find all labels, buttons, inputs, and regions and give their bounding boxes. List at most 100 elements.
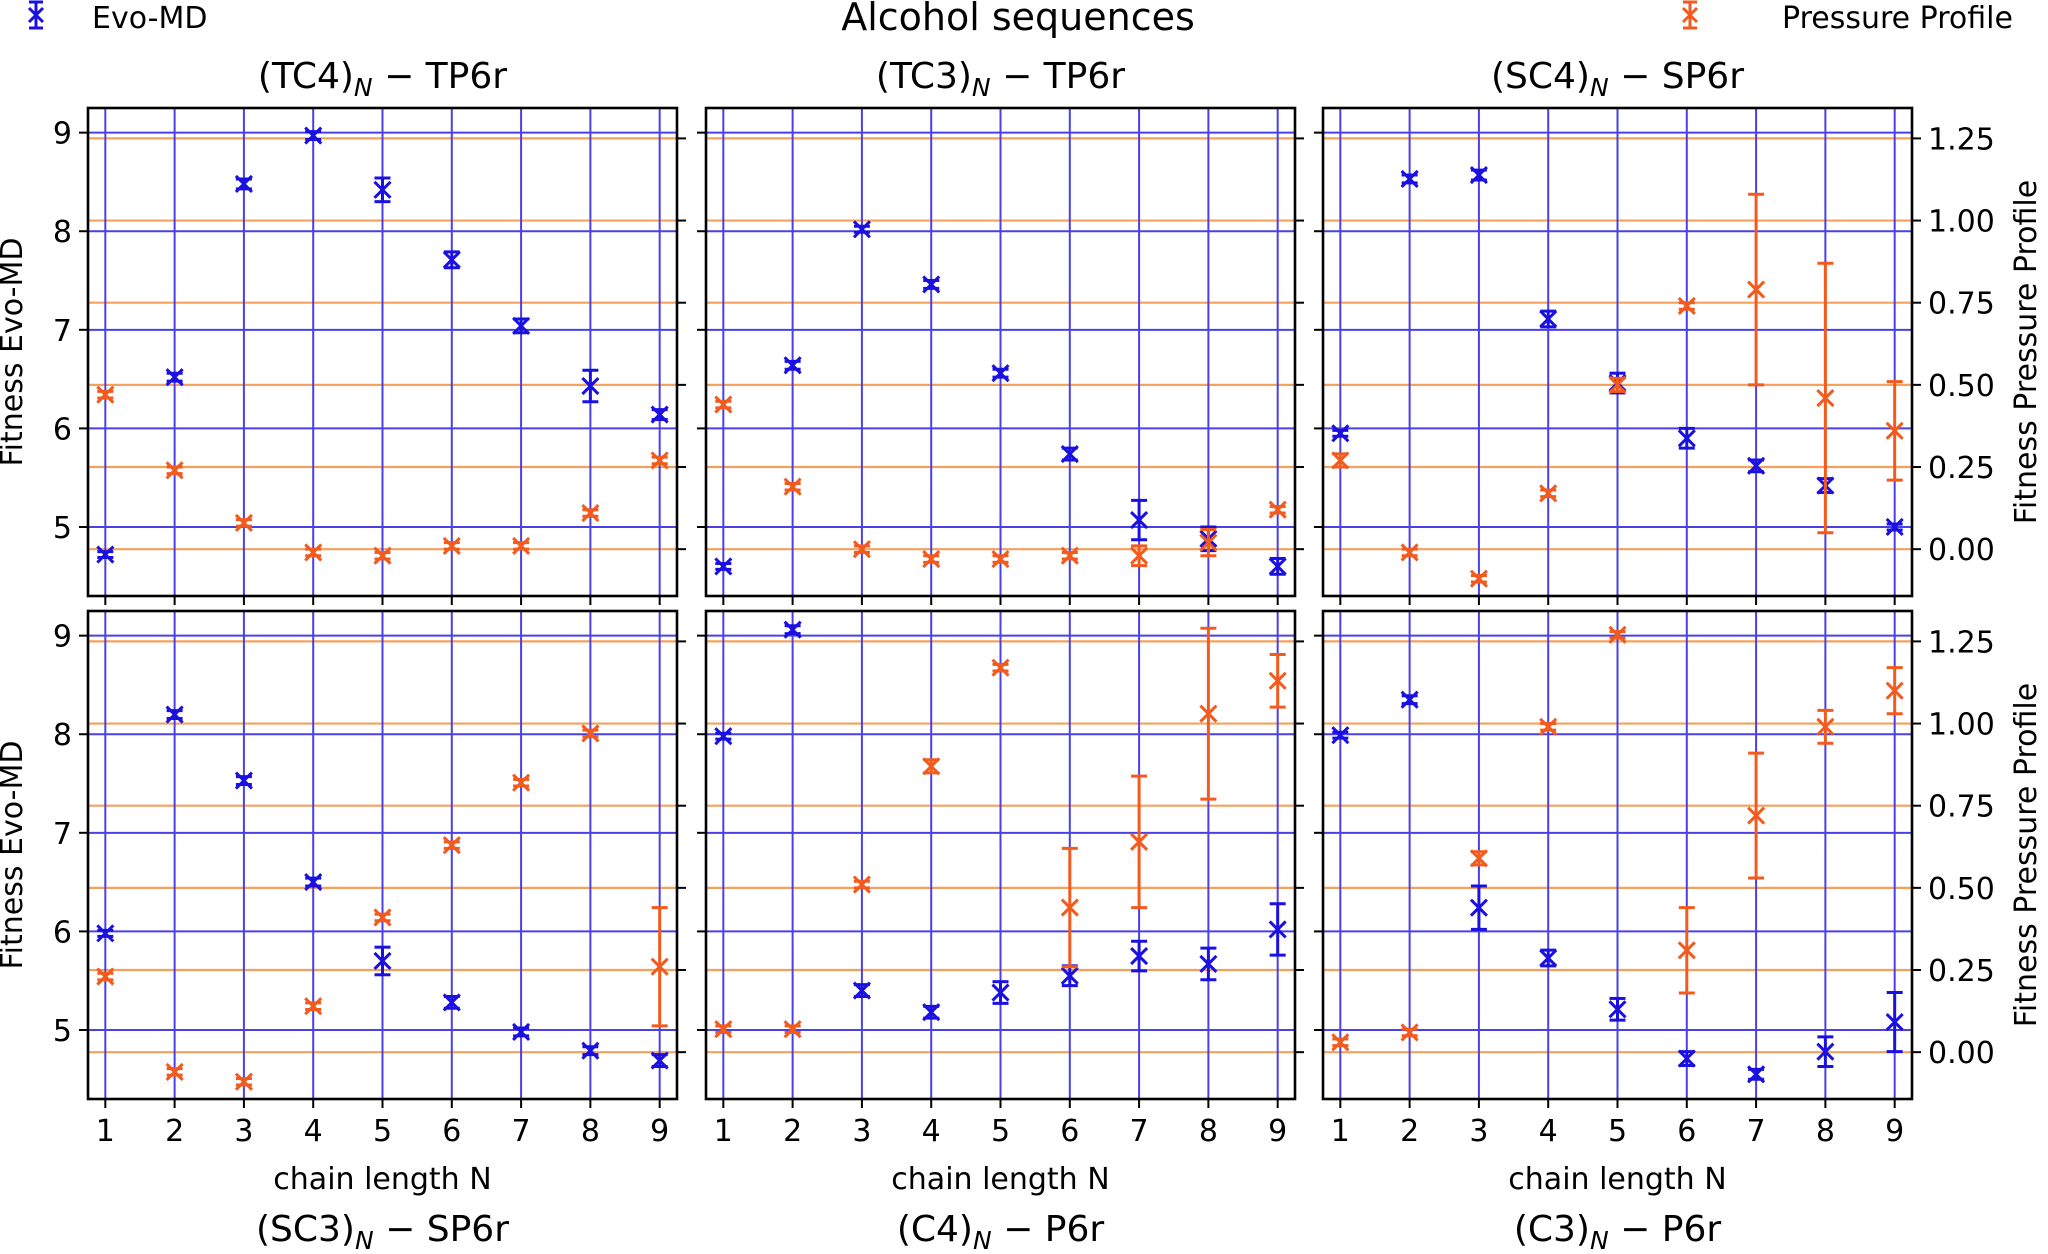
pressure-profile-point [1677, 941, 1696, 960]
x-tick-label: 8 [1816, 1114, 1835, 1149]
evo-md-point [234, 174, 253, 193]
y-tick-label: 5 [53, 511, 72, 546]
pressure-profile-point [650, 451, 669, 470]
y2-tick-label: 1.00 [1928, 205, 1995, 240]
panel-title: (TC4)N − TP6r [258, 56, 507, 102]
panel-6: 1 2 3 4 5 6 7 8 9 0.00 0.25 0.50 0.75 1.00 1.25 (C3)N −… [1314, 609, 2044, 1254]
evo-md-point [783, 356, 802, 375]
pressure-profile-point [922, 549, 941, 569]
evo-md-point [1885, 517, 1904, 537]
pressure-profile-point [1539, 484, 1558, 503]
pressure-profile-point [1677, 296, 1696, 316]
evo-md-point [304, 126, 323, 145]
panel-title: (SC4)N − SP6r [1491, 56, 1744, 102]
x-tick-label: 7 [512, 1114, 531, 1149]
pressure-profile-point [512, 773, 531, 792]
pressure-profile-point [581, 503, 600, 523]
pressure-profile-point [165, 1062, 184, 1081]
y-tick-label: 7 [53, 314, 72, 349]
x-tick-label: 8 [581, 1114, 600, 1149]
x-tick-label: 1 [1331, 1114, 1350, 1149]
pressure-profile-point [512, 536, 531, 555]
evo-md-point [581, 376, 600, 396]
evo-md-point [1747, 1065, 1766, 1084]
y2-axis-label: Fitness Pressure Profile [2009, 180, 2044, 524]
evo-md-point [1331, 424, 1350, 443]
figure-suptitle: Alcohol sequences [841, 0, 1195, 39]
evo-md-point [1130, 946, 1149, 966]
evo-md-point [373, 180, 392, 199]
pressure-profile-point [1130, 546, 1149, 565]
evo-md-point [96, 545, 115, 564]
pressure-profile-point [165, 461, 184, 480]
evo-md-point [1400, 169, 1419, 189]
x-tick-label: 4 [1539, 1114, 1558, 1149]
pressure-profile-point [1060, 546, 1079, 565]
x-tick-label: 5 [373, 1114, 392, 1149]
legend-pressure-profile-marker [1681, 6, 1699, 24]
evo-md-point [1331, 726, 1350, 745]
pressure-profile-point [1469, 569, 1488, 588]
evo-md-point [1268, 557, 1287, 576]
pressure-profile-point [852, 540, 871, 559]
x-tick-label: 6 [442, 1114, 461, 1149]
pressure-profile-point [1331, 451, 1350, 470]
pressure-profile-point [442, 536, 461, 555]
pressure-profile-point [1268, 671, 1287, 690]
pressure-profile-point [1539, 717, 1558, 736]
evo-md-point [852, 220, 871, 239]
pressure-profile-point [1747, 280, 1766, 299]
pressure-profile-point [1885, 681, 1904, 700]
evo-md-point [650, 1051, 669, 1070]
evo-md-point [96, 924, 115, 943]
x-axis-label: chain length N [1508, 1162, 1726, 1197]
evo-md-point [991, 364, 1010, 383]
pressure-profile-point [650, 957, 669, 976]
evo-md-point [1060, 444, 1079, 464]
y2-tick-label: 0.00 [1928, 533, 1995, 568]
panel-title: (C4)N − P6r [897, 1209, 1105, 1254]
evo-md-point [1608, 1000, 1627, 1019]
y2-tick-label: 0.50 [1928, 872, 1995, 907]
evo-md-point [512, 316, 531, 335]
pressure-profile-point [714, 395, 733, 414]
panel-title: (TC3)N − TP6r [876, 56, 1125, 102]
x-tick-label: 9 [1268, 1114, 1287, 1149]
y-axis-label: Fitness Evo-MD [0, 238, 30, 467]
pressure-profile-point [991, 549, 1010, 569]
evo-md-point [714, 557, 733, 576]
y2-tick-label: 0.50 [1928, 369, 1995, 404]
pressure-profile-point [1816, 388, 1835, 408]
evo-md-point [783, 620, 802, 639]
evo-md-point [1060, 966, 1079, 985]
pressure-profile-point [852, 875, 871, 894]
x-tick-label: 4 [922, 1114, 941, 1149]
pressure-profile-point [304, 997, 323, 1016]
pressure-profile-point [1747, 806, 1766, 825]
evo-md-point [1469, 898, 1488, 917]
pressure-profile-point [442, 836, 461, 855]
evo-md-point [1400, 690, 1419, 709]
x-tick-label: 3 [1469, 1114, 1488, 1149]
evo-md-point [304, 873, 323, 892]
pressure-profile-point [1060, 898, 1079, 917]
panel-title: (SC3)N − SP6r [256, 1209, 509, 1254]
evo-md-point [650, 405, 669, 424]
pressure-profile-point [234, 1072, 253, 1091]
pressure-profile-point [783, 1020, 802, 1039]
pressure-profile-point [1199, 704, 1218, 723]
evo-md-point [852, 981, 871, 1000]
evo-md-point [234, 771, 253, 790]
pressure-profile-point [783, 477, 802, 496]
x-tick-label: 2 [165, 1114, 184, 1149]
x-tick-label: 2 [783, 1114, 802, 1149]
x-tick-label: 1 [714, 1114, 733, 1149]
panel-2: (TC3)N − TP6r [697, 56, 1304, 605]
evo-md-point [991, 983, 1010, 1002]
x-tick-label: 7 [1747, 1114, 1766, 1149]
panel-4: 1 2 3 4 5 6 7 8 9 5 6 7 8 9 (SC3)N − SP6r chain length … [0, 609, 686, 1254]
evo-md-point [1199, 954, 1218, 973]
pressure-profile-point [1469, 849, 1488, 868]
panel-1: 5 6 7 8 9 (TC4)N − TP6r Fitness Evo-MD [0, 56, 686, 605]
pressure-profile-point [1130, 832, 1149, 851]
